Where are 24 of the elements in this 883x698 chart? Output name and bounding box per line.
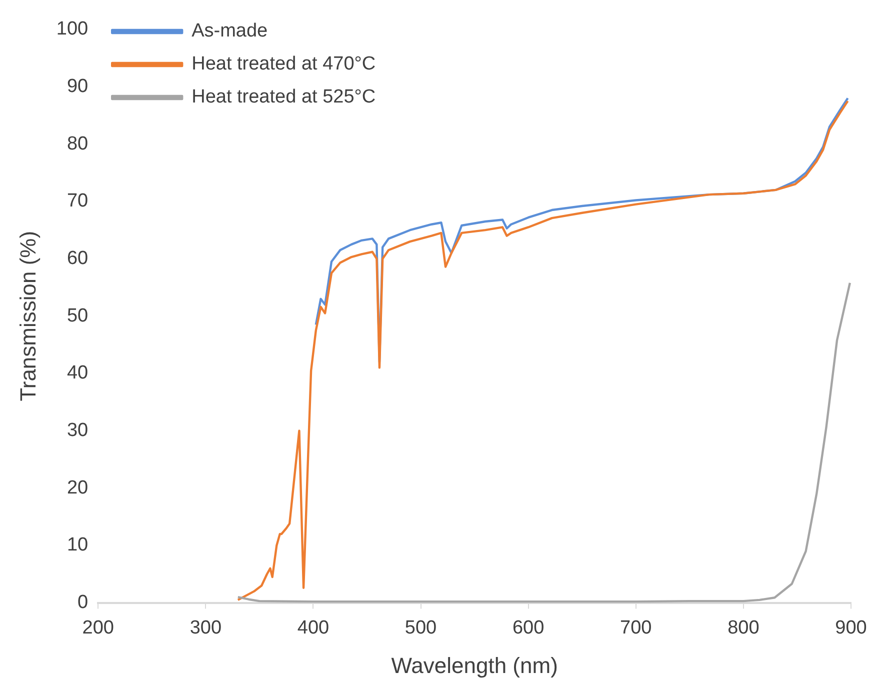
y-tick-label: 90 [66,76,88,97]
x-tick-label: 800 [728,617,760,638]
y-tick-label: 80 [66,133,88,154]
y-tick-label: 30 [66,420,88,442]
x-tick-label: 500 [404,617,437,638]
legend-label: Heat treated at 470°C [192,54,376,75]
x-tick-label: 900 [835,617,867,638]
y-tick-label: 40 [66,362,88,384]
x-tick-label: 200 [82,617,114,638]
y-tick-label: 50 [66,305,88,326]
x-tick-label: 300 [190,617,222,638]
y-tick-label: 0 [78,592,88,614]
x-tick-label: 700 [620,617,652,638]
y-tick-label: 20 [66,477,88,498]
legend-label: Heat treated at 525°C [192,86,376,108]
y-axis-title: Transmission (%) [15,230,40,402]
y-tick-label: 60 [66,248,88,269]
y-tick-label: 70 [66,190,88,212]
legend-label: As-made [192,20,268,42]
y-tick-label: 10 [66,534,88,556]
x-tick-label: 400 [297,617,330,638]
y-tick-label: 100 [56,18,88,40]
x-tick-label: 600 [512,617,544,638]
x-axis-title: Wavelength (nm) [391,652,558,678]
